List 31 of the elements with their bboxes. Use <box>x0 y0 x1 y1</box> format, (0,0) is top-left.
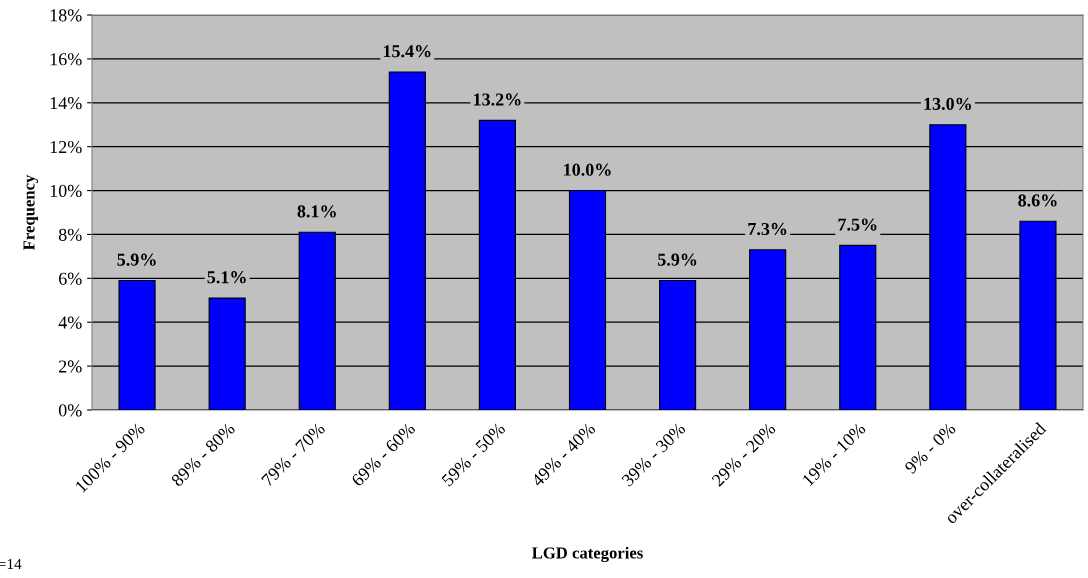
x-tick-label: 89% - 80% <box>170 421 236 488</box>
y-tick-label: 4% <box>58 316 82 329</box>
data-label: 7.5% <box>838 218 877 231</box>
x-tick-label: 59% - 50% <box>441 421 506 487</box>
x-tick-label: 29% - 20% <box>711 421 777 488</box>
y-tick-label: 2% <box>59 360 82 373</box>
data-label: 5.9% <box>658 253 697 266</box>
y-tick-label: 0% <box>58 404 82 417</box>
y-tick-label: 18% <box>50 9 82 22</box>
y-tick-label: 10% <box>50 184 82 198</box>
y-tick-label: 14% <box>50 97 82 110</box>
y-tick-label: 6% <box>58 272 82 285</box>
y-tick-label: 16% <box>50 53 82 66</box>
data-label: 13.2% <box>474 93 521 106</box>
x-tick-label: 79% - 70% <box>261 421 326 487</box>
y-tick-label: 8% <box>58 228 82 241</box>
x-tick-label: 39% - 30% <box>621 421 687 487</box>
data-label: 5.9% <box>117 253 156 266</box>
y-tick-label: 12% <box>50 140 82 154</box>
x-tick-label: 19% - 10% <box>801 421 867 487</box>
data-label: 10.0% <box>564 163 611 176</box>
data-label: 7.3% <box>748 222 787 236</box>
data-label: 8.1% <box>297 205 336 218</box>
data-label: 8.6% <box>1018 194 1057 207</box>
data-label: 5.1% <box>207 271 246 284</box>
y-axis-title: Frequency <box>23 174 39 251</box>
x-tick-label: 49% - 40% <box>530 421 597 488</box>
x-axis-title: LGD categories <box>532 546 643 563</box>
data-label: 15.4% <box>383 45 431 58</box>
x-tick-label: 69% - 60% <box>350 421 416 488</box>
data-label: 13.0% <box>924 97 971 111</box>
